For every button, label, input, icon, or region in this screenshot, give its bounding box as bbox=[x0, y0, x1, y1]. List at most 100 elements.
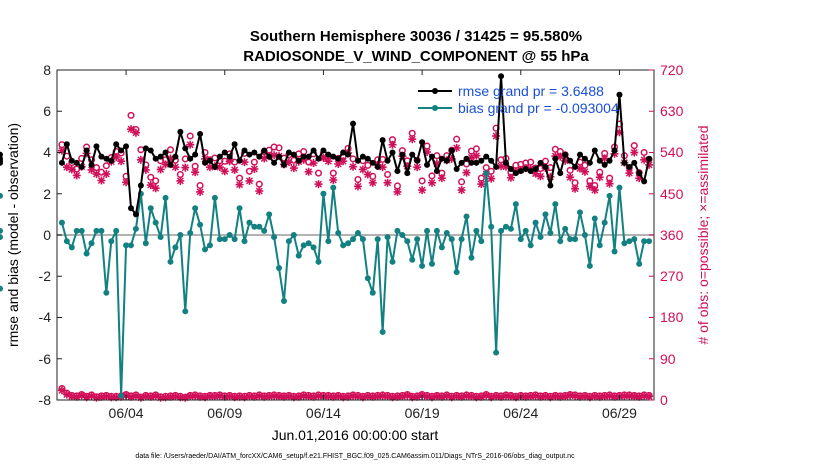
bias-point bbox=[424, 227, 431, 234]
y-tick-label: 6 bbox=[43, 103, 51, 119]
obs-assimilated-marker bbox=[630, 149, 638, 156]
rmse-point bbox=[359, 153, 366, 160]
bias-point bbox=[478, 238, 485, 245]
rmse-point bbox=[443, 157, 450, 164]
bias-point bbox=[340, 242, 347, 249]
obs-possible-marker bbox=[630, 142, 638, 150]
rmse-point bbox=[576, 151, 583, 158]
bias-point bbox=[611, 248, 618, 255]
y-right-tick-label: 270 bbox=[660, 268, 684, 284]
rmse-point bbox=[601, 161, 608, 168]
obs-assimilated-marker bbox=[206, 163, 214, 171]
bias-point bbox=[576, 209, 583, 216]
rmse-point bbox=[404, 170, 411, 177]
rmse-point bbox=[389, 149, 396, 156]
rmse-point bbox=[414, 157, 421, 164]
obs-assimilated-marker bbox=[88, 392, 96, 400]
rmse-point bbox=[310, 147, 317, 154]
obs-assimilated-marker bbox=[413, 163, 421, 171]
obs-possible-marker bbox=[186, 132, 194, 140]
obs-assimilated-marker bbox=[537, 172, 545, 180]
bias-point bbox=[414, 236, 421, 243]
rmse-point bbox=[542, 163, 549, 170]
obs-assimilated-marker bbox=[240, 158, 248, 166]
bias-point bbox=[350, 236, 357, 243]
bias-point bbox=[419, 262, 426, 269]
bias-point bbox=[621, 240, 628, 247]
obs-assimilated-marker bbox=[477, 180, 485, 188]
bias-point bbox=[532, 219, 539, 226]
obs-assimilated-marker bbox=[324, 157, 332, 165]
legend-rmse-marker bbox=[432, 88, 438, 94]
bias-point bbox=[404, 238, 411, 245]
obs-assimilated-marker bbox=[132, 129, 140, 137]
bias-point bbox=[108, 238, 115, 245]
rmse-point bbox=[295, 157, 302, 164]
rmse-point bbox=[132, 211, 139, 218]
obs-assimilated-marker bbox=[591, 186, 599, 194]
x-tick-label: 06/04 bbox=[109, 405, 144, 421]
rmse-point bbox=[340, 149, 347, 156]
obs-assimilated-marker bbox=[127, 125, 135, 133]
obs-possible-marker bbox=[640, 148, 648, 157]
rmse-point bbox=[276, 153, 283, 160]
rmse-point bbox=[409, 151, 416, 158]
y-tick-label: 2 bbox=[43, 186, 51, 202]
rmse-point bbox=[182, 145, 189, 152]
rmse-point bbox=[330, 153, 337, 160]
rmse-point bbox=[315, 155, 322, 162]
bias-point bbox=[636, 260, 643, 267]
rmse-point bbox=[73, 159, 80, 166]
bias-point bbox=[626, 238, 633, 245]
bias-point bbox=[0, 192, 3, 199]
bias-point bbox=[409, 256, 416, 263]
bias-point bbox=[473, 227, 480, 234]
bias-point bbox=[567, 236, 574, 243]
y-tick-label: -4 bbox=[39, 309, 52, 325]
obs-assimilated-marker bbox=[606, 180, 614, 188]
x-tick-label: 06/29 bbox=[602, 405, 637, 421]
rmse-point bbox=[399, 151, 406, 158]
bias-point bbox=[547, 229, 554, 236]
y-right-tick-label: 540 bbox=[660, 144, 684, 160]
rmse-point bbox=[206, 157, 213, 164]
bias-point bbox=[596, 242, 603, 249]
rmse-point bbox=[266, 153, 273, 160]
obs-assimilated-marker bbox=[418, 186, 426, 194]
bias-point bbox=[246, 219, 253, 226]
rmse-point bbox=[157, 153, 164, 160]
rmse-point bbox=[93, 143, 100, 150]
legend: rmse grand pr = 3.6488 bias grand pr = -… bbox=[418, 83, 619, 116]
rmse-point bbox=[231, 141, 238, 148]
y-axis-label: rmse and bias (model - observation) bbox=[5, 123, 21, 347]
x-tick-label: 06/19 bbox=[405, 405, 440, 421]
rmse-point bbox=[0, 157, 3, 164]
rmse-point bbox=[335, 155, 342, 162]
obs-assimilated-marker bbox=[532, 170, 540, 178]
rmse-point bbox=[221, 149, 228, 156]
x-axis-tick-labels: 06/04 06/09 06/14 06/19 06/24 06/29 bbox=[109, 405, 638, 421]
rmse-point bbox=[419, 139, 426, 146]
obs-possible-marker bbox=[458, 178, 466, 186]
obs-assimilated-marker bbox=[63, 391, 71, 398]
rmse-point bbox=[271, 159, 278, 166]
rmse-point bbox=[428, 153, 435, 160]
y-right-tick-label: 90 bbox=[660, 351, 676, 367]
rmse-point bbox=[646, 155, 653, 162]
bias-point bbox=[68, 244, 75, 251]
obs-assimilated-marker bbox=[196, 188, 204, 196]
bias-point bbox=[345, 240, 352, 247]
rmse-point bbox=[473, 159, 480, 166]
obs-possible-marker bbox=[152, 177, 160, 185]
y-right-axis-label: # of obs: o=possible; ×=assimilated bbox=[695, 125, 711, 344]
bias-point bbox=[73, 227, 80, 234]
x-tick-label: 06/14 bbox=[306, 405, 341, 421]
rmse-point bbox=[226, 153, 233, 160]
obs-assimilated-marker bbox=[329, 176, 337, 184]
obs-assimilated-marker bbox=[354, 182, 362, 190]
rmse-point bbox=[562, 151, 569, 158]
bias-point bbox=[458, 236, 465, 243]
rmse-point bbox=[522, 166, 529, 172]
obs-assimilated-marker bbox=[112, 153, 120, 161]
rmse-point bbox=[256, 153, 263, 160]
